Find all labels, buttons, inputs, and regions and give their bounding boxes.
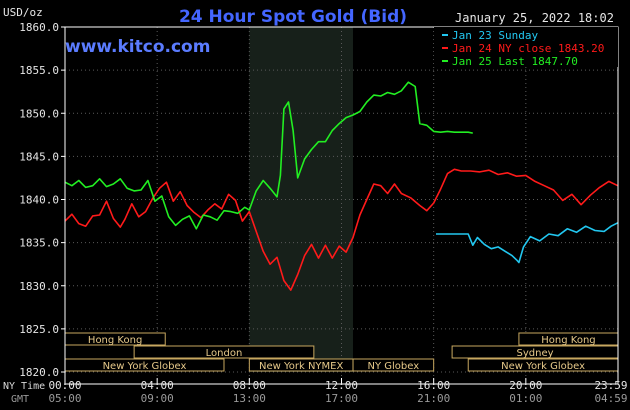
x-tick-label-ny: 23:59 [594,379,627,392]
y-tick-label: 1830.0 [19,280,59,293]
market-session-label: Hong Kong [541,335,595,346]
y-tick-label: 1860.0 [19,21,59,34]
x-tick-label-ny: 16:00 [417,379,450,392]
y-tick-label: 1850.0 [19,107,59,120]
x-tick-label-gmt: 05:00 [48,392,81,405]
market-session-label: NY Globex [368,361,420,372]
market-session-bar [133,345,315,359]
series-layer [64,81,619,291]
y-tick-label: 1825.0 [19,323,59,336]
y-tick-label: 1855.0 [19,64,59,77]
y-tick-label: 1820.0 [19,366,59,379]
y-axis: 1860.0 1855.0 1850.0 1845.0 1840.0 1835.0 1830… [19,21,65,379]
x-tick-label-ny: 04:00 [141,379,174,392]
legend-box [434,27,618,67]
y-tick-label: 1835.0 [19,237,59,250]
x-tick-label-ny: 12:00 [325,379,358,392]
x-tick-label-gmt: 04:59 [594,392,627,405]
market-session-label: New York Globex [501,361,585,372]
x-tick-label-ny: 20:00 [509,379,542,392]
market-session-label: Sydney [517,348,554,359]
market-session-label: Hong Kong [88,335,142,346]
watermark-text: www.kitco.com [65,37,210,57]
legend-entry: Jan 25 Last 1847.70 [452,55,578,68]
market-layer: Hong Kong Hong Kong London Sydney New York G… [64,332,619,372]
units-label: USD/oz [3,6,43,19]
chart-title: 24 Hour Spot Gold (Bid) [179,7,407,27]
x-tick-label-ny: 08:00 [233,379,266,392]
price-series-line [64,81,473,230]
x-tick-label-gmt: 17:00 [325,392,358,405]
x-tick-label-gmt: 13:00 [233,392,266,405]
x-tick-label-gmt: 21:00 [417,392,450,405]
market-session-label: New York Globex [103,361,187,372]
market-session-label: London [206,348,243,359]
y-tick-label: 1840.0 [19,194,59,207]
price-series-line [436,222,619,264]
legend-entry: Jan 23 Sunday [452,29,538,42]
market-session-bar [352,358,435,372]
market-session-label: New York NYMEX [259,361,344,372]
x-tick-label-gmt: 01:00 [509,392,542,405]
ny-time-row-label: NY Time [3,381,45,392]
gmt-row-label: GMT [11,394,29,405]
y-tick-label: 1845.0 [19,150,59,163]
x-tick-label-ny: 00:00 [48,379,81,392]
legend-entry: Jan 24 NY close 1843.20 [452,42,604,55]
price-series-line [64,168,619,291]
x-tick-label-gmt: 09:00 [141,392,174,405]
timestamp: January 25, 2022 18:02 [455,11,614,25]
